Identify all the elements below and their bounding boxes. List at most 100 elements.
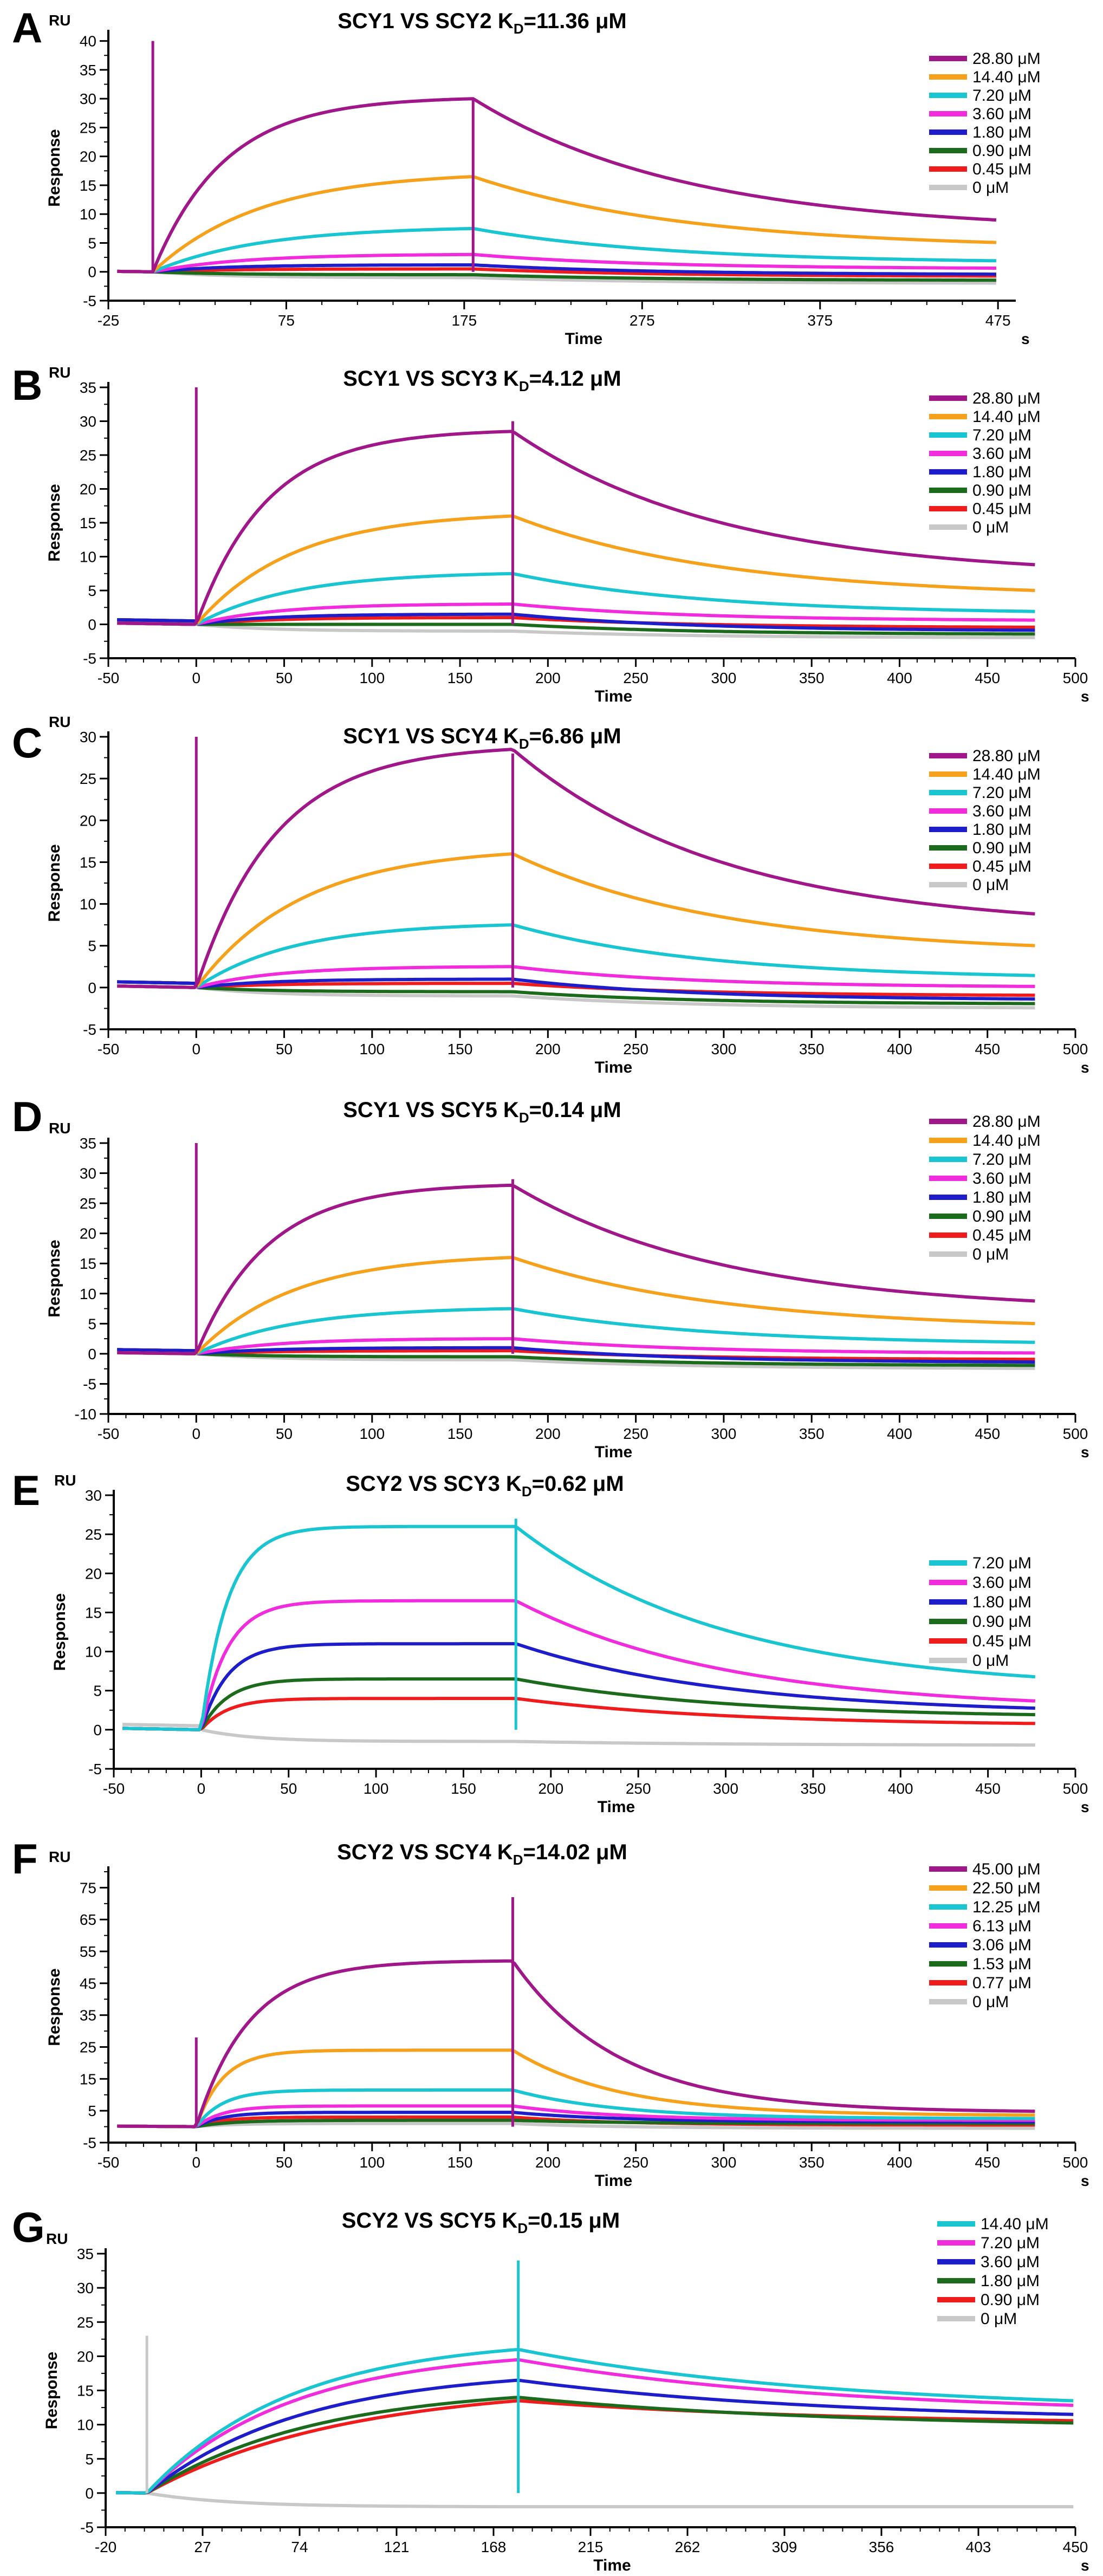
y-unit-label: RU [49, 1120, 70, 1137]
y-tick-label: 20 [80, 812, 96, 829]
panel-letter: E [12, 1467, 40, 1514]
panel-e: E SCY2 VS SCY3 KD=0.62 μM -5 0 5 10 15 20 25 30 -5… [0, 1463, 1103, 1831]
legend-label: 1.80 μM [972, 1189, 1031, 1206]
chart-title: SCY2 VS SCY5 KD=0.15 μM [342, 2209, 620, 2236]
y-tick-label: -5 [83, 1375, 96, 1392]
series-line [117, 618, 1035, 636]
legend-label: 6.13 μM [972, 1917, 1031, 1935]
series-line [117, 1256, 1035, 1355]
y-tick-label: 25 [80, 1195, 96, 1212]
series-curves [117, 387, 1035, 639]
panel-letter: G [12, 2203, 45, 2251]
chart-title: SCY2 VS SCY4 KD=14.02 μM [337, 1840, 627, 1868]
series-line [117, 612, 1035, 632]
legend-label: 0 μM [972, 1245, 1009, 1263]
legend-label: 12.25 μM [972, 1898, 1041, 1916]
y-tick-label: 5 [88, 938, 96, 955]
x-tick-label: 215 [578, 2539, 604, 2555]
series-line [117, 514, 1035, 626]
sensorgram-f: F SCY2 VS SCY4 KD=14.02 μM -5 5 15 25 35 45 55 65… [12, 1835, 1089, 2190]
y-tick-label: 25 [80, 119, 96, 136]
series-line [117, 1348, 1035, 1367]
legend-label: 3.60 μM [972, 802, 1031, 820]
x-tick-label: 0 [192, 2154, 200, 2171]
y-unit-label: RU [46, 2230, 68, 2247]
panel-letter: A [12, 4, 42, 51]
x-tick-label: 200 [538, 1780, 563, 1797]
axes: -5 0 5 10 15 20 25 30 35 -20 27 74 121 168 215 262 309 35… [77, 2246, 1088, 2555]
panel-b: B SCY1 VS SCY3 KD=4.12 μM -5 0 5 10 15 20 25 30 35… [0, 358, 1103, 715]
y-tick-label: 0 [88, 617, 96, 633]
series-line [122, 1697, 1035, 1731]
x-unit-label: s [1081, 1444, 1089, 1461]
x-tick-label: 175 [452, 312, 477, 329]
x-tick-label: 150 [447, 670, 473, 686]
x-tick-label: 450 [975, 1041, 1000, 1057]
y-tick-label: 35 [80, 1135, 96, 1152]
legend-label: 0 μM [972, 1652, 1009, 1670]
x-tick-label: 309 [772, 2539, 797, 2555]
y-tick-label: 30 [77, 2280, 94, 2296]
series-line [122, 1642, 1035, 1731]
y-tick-label: 15 [80, 177, 96, 194]
x-unit-label: s [1081, 688, 1089, 705]
legend-label: 0 μM [972, 1993, 1009, 2011]
series-line [117, 269, 996, 282]
y-axis-label: Response [46, 844, 63, 922]
x-tick-label: 250 [623, 1425, 648, 1442]
y-tick-label: 35 [80, 379, 96, 396]
legend-label: 0.45 μM [972, 1227, 1031, 1244]
x-tick-label: 400 [887, 2154, 912, 2171]
legend-label: 0 μM [972, 518, 1009, 536]
y-axis-label: Response [46, 1968, 63, 2046]
y-tick-label: 25 [80, 447, 96, 464]
legend: 7.20 μM 3.60 μM1.80 μM 0.90 μM0.45 μM 0 μM [929, 1554, 1031, 1670]
y-tick-label: -5 [83, 650, 96, 667]
y-tick-label: 10 [77, 2417, 94, 2434]
legend: 14.40 μM7.20 μM3.60 μM1.80 μM0.90 μM0 μM [937, 2215, 1049, 2328]
x-tick-label: 375 [807, 312, 833, 329]
y-tick-label: 0 [93, 1722, 102, 1738]
series-line [117, 2111, 1035, 2129]
x-unit-label: s [1081, 2172, 1089, 2189]
x-tick-label: 100 [364, 1780, 389, 1797]
x-tick-label: 450 [975, 670, 1000, 686]
x-unit-label: s [1081, 1799, 1089, 1815]
y-tick-label: -5 [83, 293, 96, 309]
y-tick-label: 5 [93, 1683, 102, 1699]
y-tick-label: 5 [88, 582, 96, 599]
x-tick-label: -50 [103, 1780, 125, 1797]
y-tick-label: 40 [80, 33, 96, 50]
series-curves [117, 1143, 1035, 1370]
panel-d: D SCY1 VS SCY5 KD=0.14 μM -10 -5 0 5 10 15 20 25 3… [0, 1089, 1103, 1463]
chart-title: SCY1 VS SCY2 KD=11.36 μM [338, 9, 627, 37]
x-tick-label: 200 [535, 1425, 561, 1442]
y-tick-label: 5 [88, 235, 96, 251]
x-tick-label: 50 [276, 670, 293, 686]
x-axis-label: Time [595, 1443, 632, 1461]
x-tick-label: -20 [95, 2539, 116, 2555]
legend-label: 3.06 μM [972, 1936, 1031, 1954]
x-tick-label: 400 [888, 1780, 913, 1797]
series-line [117, 267, 996, 278]
legend-label: 28.80 μM [972, 50, 1041, 68]
sensorgram-b: B SCY1 VS SCY3 KD=4.12 μM-505101520253035… [12, 361, 1089, 705]
y-tick-label: 15 [80, 854, 96, 871]
legend-label: 1.80 μM [972, 1593, 1031, 1611]
x-tick-label: 300 [713, 1780, 738, 1797]
x-tick-label: 0 [192, 1425, 200, 1442]
series-line [117, 748, 1035, 989]
y-tick-label: 30 [80, 1165, 96, 1182]
legend-label: 3.60 μM [981, 2253, 1040, 2271]
x-tick-label: 27 [194, 2539, 211, 2555]
x-tick-label: 100 [359, 1425, 385, 1442]
series-line [115, 2348, 1074, 2495]
y-tick-label: 20 [77, 2348, 94, 2365]
x-tick-label: 150 [447, 2154, 473, 2171]
series-curves [117, 737, 1035, 1010]
panel-letter: D [12, 1093, 42, 1140]
y-tick-label: 15 [80, 1255, 96, 1272]
x-tick-label: 400 [887, 1041, 912, 1057]
